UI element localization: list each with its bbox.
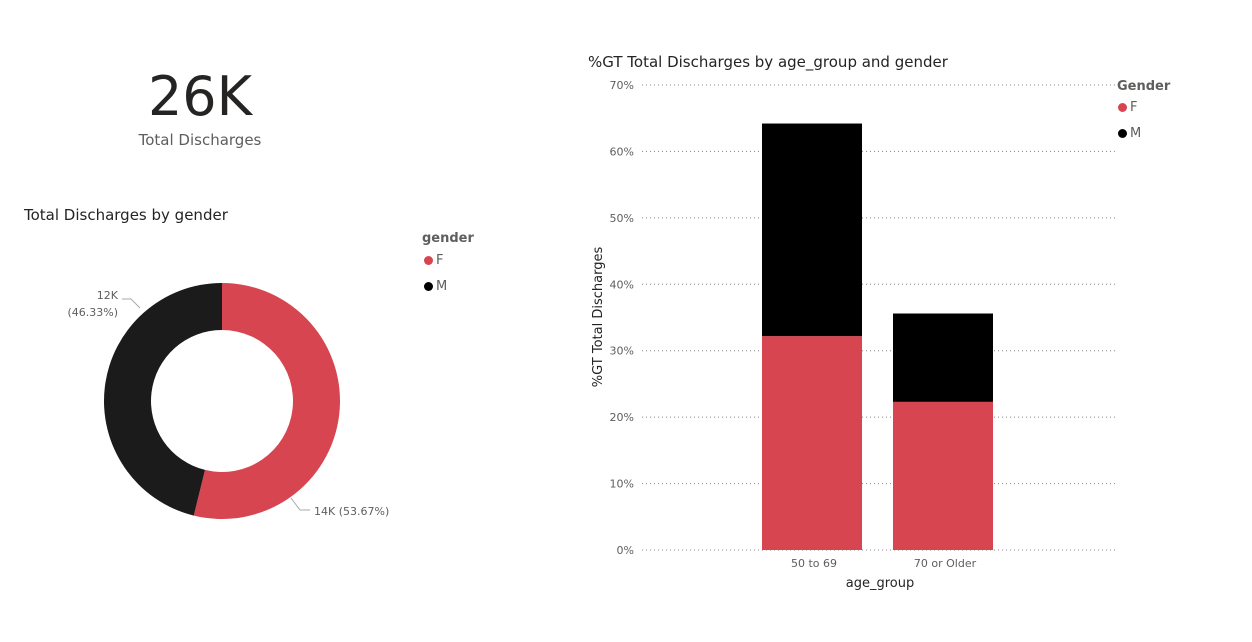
donut-leader-f [290, 497, 310, 511]
bar-segment-m[interactable] [762, 123, 862, 337]
y-tick-label: 20% [610, 411, 634, 424]
y-tick-label: 10% [610, 478, 634, 491]
donut-slice-m[interactable] [104, 283, 222, 516]
bar-legend-item-m[interactable]: M [1118, 126, 1141, 141]
legend-marker-m [1118, 129, 1127, 138]
legend-label-f: F [436, 253, 444, 268]
y-tick-label: 60% [610, 145, 634, 158]
legend-label-f: F [1130, 100, 1138, 115]
bar-legend-title: Gender [1117, 79, 1171, 94]
donut-label-m-value: 12K [97, 289, 119, 302]
y-tick-label: 50% [610, 212, 634, 225]
legend-marker-f [1118, 103, 1127, 112]
y-tick-label: 70% [610, 79, 634, 92]
donut-legend-title: gender [422, 231, 474, 246]
legend-marker-m [424, 282, 433, 291]
donut-label-f: 14K (53.67%) [314, 505, 389, 518]
legend-label-m: M [1130, 126, 1142, 141]
legend-marker-f [424, 256, 433, 265]
legend-label-m: M [436, 279, 448, 294]
donut-leader-m [122, 298, 141, 309]
y-tick-label: 0% [617, 544, 634, 557]
y-tick-label: 30% [610, 345, 634, 358]
donut-chart-title: Total Discharges by gender [24, 206, 228, 224]
x-tick-label: 50 to 69 [791, 557, 837, 570]
donut-chart: 12K (46.33%) 14K (53.67%) [67, 282, 389, 519]
kpi-value: 26K [147, 65, 253, 128]
y-tick-label: 40% [610, 278, 634, 291]
x-tick-label: 70 or Older [914, 557, 977, 570]
bar-segment-m[interactable] [893, 313, 993, 402]
bar-segment-f[interactable] [893, 401, 993, 550]
donut-legend-item-m[interactable]: M [424, 279, 447, 294]
bar-x-axis-title: age_group [846, 576, 914, 591]
bar-y-axis-title: %GT Total Discharges [591, 247, 606, 388]
kpi-label: Total Discharges [138, 131, 262, 149]
donut-slice-f[interactable] [193, 282, 341, 519]
donut-legend-item-f[interactable]: F [424, 253, 443, 268]
donut-label-m-pct: (46.33%) [67, 306, 118, 319]
bar-segment-f[interactable] [762, 336, 862, 550]
bar-legend-item-f[interactable]: F [1118, 100, 1137, 115]
bar-chart-title: %GT Total Discharges by age_group and ge… [588, 53, 948, 71]
